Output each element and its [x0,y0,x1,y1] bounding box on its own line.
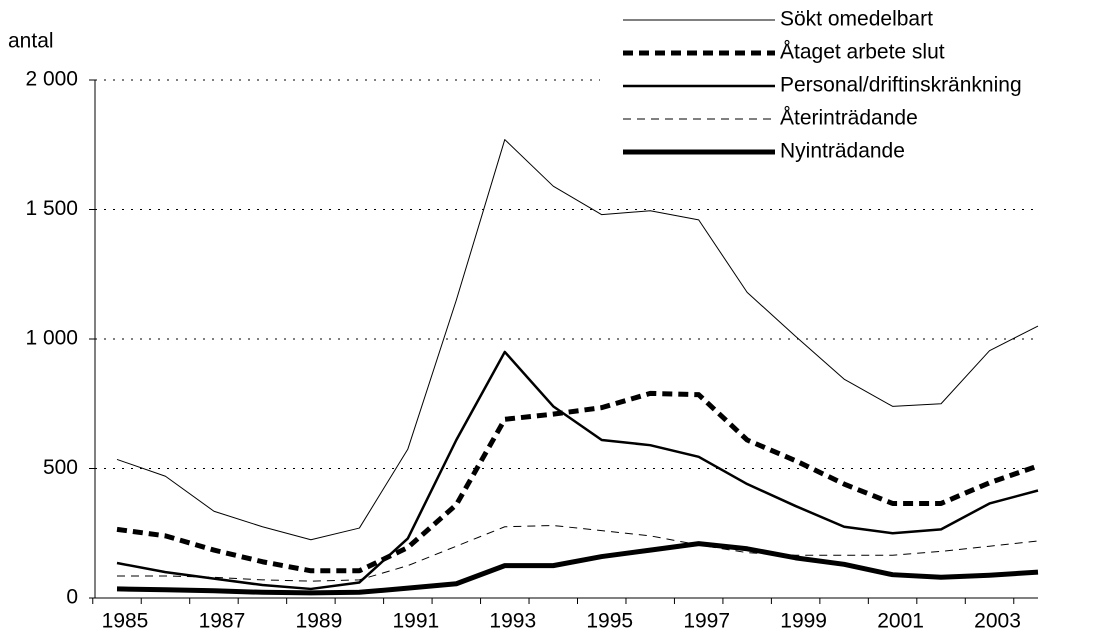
x-tick-label: 1995 [586,610,633,633]
y-tick-label: 1 500 [25,197,78,220]
y-tick-label: 2 000 [25,68,78,91]
series-line [116,390,1039,574]
y-tick-label: 1 000 [25,327,78,350]
x-tick-label: 1999 [780,610,827,633]
legend-label: Åtaget arbete slut [780,41,945,64]
x-tick-label: 2001 [877,610,924,633]
x-tick-label: 1987 [199,610,246,633]
x-tick-label: 1997 [683,610,730,633]
x-tick-label: 1993 [489,610,536,633]
y-tick-label: 500 [43,456,78,479]
series-line [116,541,1039,596]
x-tick-label: 1985 [102,610,149,633]
y-tick-label: 0 [66,586,78,609]
legend-background [600,0,1094,168]
legend-label: Nyinträdande [780,140,905,163]
x-tick-label: 1989 [296,610,343,633]
legend-label: Personal/driftinskränkning [780,74,1022,97]
y-axis-label: antal [8,30,54,53]
series-line [116,350,1039,591]
legend-label: Återinträdande [780,107,918,130]
series-line [116,139,1039,541]
x-tick-label: 2003 [974,610,1021,633]
legend-label: Sökt omedelbart [780,8,933,31]
x-tick-label: 1991 [392,610,439,633]
